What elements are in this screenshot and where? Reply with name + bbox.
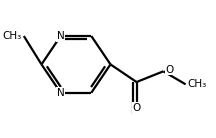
Text: O: O	[132, 103, 141, 113]
Text: N: N	[57, 31, 65, 41]
Text: O: O	[166, 65, 174, 75]
Text: CH₃: CH₃	[187, 79, 206, 89]
Text: CH₃: CH₃	[2, 31, 22, 41]
Text: N: N	[57, 88, 65, 98]
